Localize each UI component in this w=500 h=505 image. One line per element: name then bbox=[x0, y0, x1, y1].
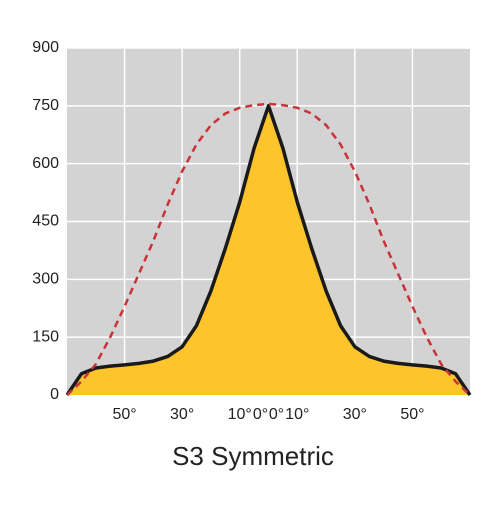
y-tick-label: 750 bbox=[32, 97, 59, 114]
y-tick-label: 0 bbox=[50, 386, 59, 403]
y-tick-label: 900 bbox=[32, 39, 59, 56]
y-tick-label: 600 bbox=[32, 155, 59, 172]
x-tick-label: 10° bbox=[228, 406, 252, 423]
x-tick-label: 30° bbox=[343, 406, 367, 423]
x-tick-label: 0° bbox=[269, 406, 284, 423]
y-tick-label: 150 bbox=[32, 328, 59, 345]
y-tick-label: 450 bbox=[32, 213, 59, 230]
x-tick-label: 30° bbox=[170, 406, 194, 423]
line bbox=[65, 104, 472, 396]
x-tick-label: 10° bbox=[285, 406, 309, 423]
x-tick-label: 50° bbox=[112, 406, 136, 423]
area bbox=[67, 105, 470, 396]
x-tick-label: 50° bbox=[400, 406, 424, 423]
chart-title: S3 Symmetric bbox=[172, 441, 334, 471]
y-tick-label: 300 bbox=[32, 271, 59, 288]
x-tick-label: 0° bbox=[253, 406, 268, 423]
